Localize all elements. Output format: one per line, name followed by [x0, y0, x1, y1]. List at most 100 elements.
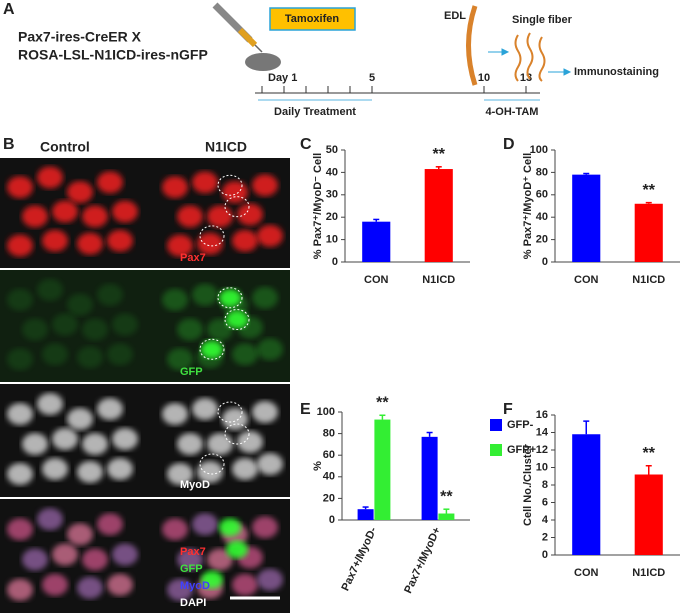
- y-tick-label: 20: [536, 234, 548, 246]
- y-tick-label: 0: [329, 514, 335, 526]
- outline: [217, 174, 243, 196]
- ex-vivo: 4-OH-TAM: [486, 106, 539, 118]
- cell: [112, 313, 138, 336]
- error-bar: [583, 172, 590, 175]
- bar: [357, 509, 374, 520]
- cell: [67, 293, 93, 316]
- cell: [226, 310, 248, 329]
- cell: [112, 428, 138, 450]
- readout: Immunostaining: [574, 66, 659, 78]
- cell: [162, 288, 188, 311]
- cell: [192, 171, 218, 194]
- x-tick-label: N1ICD: [422, 274, 455, 286]
- cell: [7, 176, 33, 199]
- y-tick-label: 60: [323, 449, 335, 461]
- x-tick-label: CON: [574, 274, 599, 286]
- panel-label: A: [3, 1, 15, 18]
- legend-label: GFP-: [507, 419, 534, 431]
- cell: [207, 205, 233, 228]
- legend-label: GFP+: [507, 444, 536, 456]
- y-tick-label: 8: [542, 479, 548, 491]
- cell: [252, 516, 278, 539]
- cell: [52, 313, 78, 336]
- cell: [42, 573, 68, 596]
- genotype: ROSA-LSL-N1ICD-ires-nGFP: [18, 47, 208, 63]
- time-label: 10: [478, 72, 490, 84]
- cell: [82, 433, 108, 455]
- panel-label: D: [503, 136, 515, 153]
- error-bar: [426, 431, 433, 437]
- y-tick-label: 16: [536, 409, 548, 421]
- arrows: [488, 48, 572, 76]
- cell: [52, 200, 78, 223]
- x-tick-label: N1ICD: [632, 274, 665, 286]
- cell: [7, 578, 33, 601]
- cell: [232, 229, 258, 252]
- outline: [224, 423, 250, 445]
- cell: [107, 458, 133, 480]
- cell: [112, 543, 138, 566]
- cell: [177, 548, 203, 571]
- bar: [572, 174, 601, 262]
- y-tick-label: 2: [542, 531, 548, 543]
- cell: [42, 458, 68, 480]
- cell: [207, 548, 233, 571]
- cell: [7, 403, 33, 425]
- cell: [207, 433, 233, 455]
- bar: [424, 169, 453, 262]
- drug-box: [269, 7, 356, 31]
- cell: [167, 348, 193, 371]
- cell: [97, 513, 123, 536]
- cell: [37, 166, 63, 189]
- cell: [219, 288, 241, 307]
- bar: [374, 419, 391, 520]
- y-tick-label: 60: [536, 189, 548, 201]
- cell: [252, 174, 278, 197]
- panel-label: E: [300, 401, 311, 418]
- cell: [77, 346, 103, 369]
- channel-label: MyoD: [180, 479, 210, 491]
- y-tick-label: 30: [326, 189, 338, 201]
- y-axis-label: %: [312, 461, 324, 471]
- cell: [77, 461, 103, 483]
- cell: [82, 205, 108, 228]
- bar: [421, 436, 438, 520]
- y-tick-label: 20: [323, 492, 335, 504]
- cell: [177, 318, 203, 341]
- error-bar: [362, 506, 369, 510]
- cell: [162, 403, 188, 425]
- time-label: 13: [520, 72, 532, 84]
- cell: [7, 288, 33, 311]
- drug: Tamoxifen: [285, 13, 339, 25]
- error-bar: [379, 414, 386, 420]
- cell: [252, 286, 278, 309]
- panel-label: C: [300, 136, 312, 153]
- cell: [22, 433, 48, 455]
- error-bar: [645, 201, 652, 204]
- x-tick-label: CON: [364, 274, 389, 286]
- y-tick-label: 40: [323, 471, 335, 483]
- cell: [67, 523, 93, 546]
- cell: [42, 343, 68, 366]
- error-bar: [435, 166, 442, 170]
- error-bar: [443, 508, 450, 514]
- cell: [222, 181, 248, 204]
- cell: [107, 229, 133, 252]
- cell: [222, 408, 248, 430]
- cell: [232, 573, 258, 596]
- cell: [219, 518, 241, 537]
- cell: [22, 205, 48, 228]
- time-label: 5: [369, 72, 375, 84]
- cell: [7, 518, 33, 541]
- y-tick-label: 40: [536, 211, 548, 223]
- y-axis-label: % Pax7⁺/MyoD⁻ Cell: [312, 153, 324, 259]
- panel-label: F: [503, 401, 513, 418]
- cell: [82, 548, 108, 571]
- cell: [177, 205, 203, 228]
- y-tick-label: 4: [542, 514, 549, 526]
- fiber: Single fiber: [512, 14, 573, 26]
- cell: [192, 283, 218, 306]
- significance: **: [433, 146, 446, 163]
- y-tick-label: 20: [326, 211, 338, 223]
